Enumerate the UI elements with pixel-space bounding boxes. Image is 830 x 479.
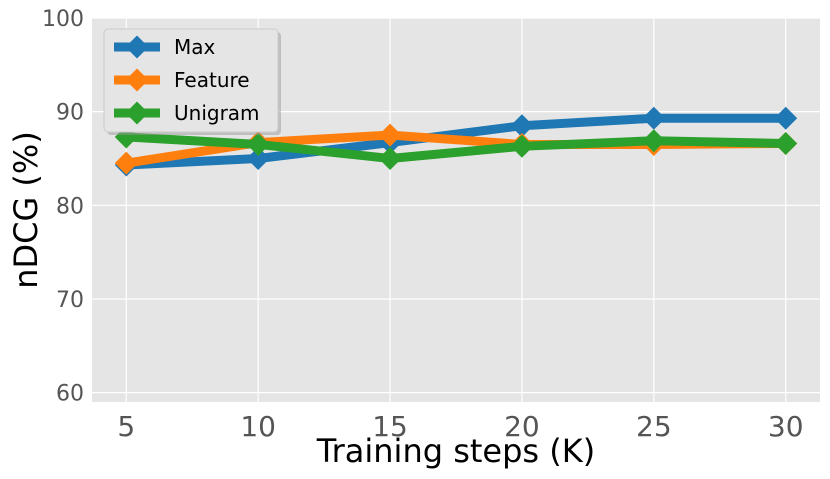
data-point-feature [114,151,138,175]
legend-label: Max [174,35,216,59]
data-point-max [246,146,270,170]
y-axis-title: nDCG (%) [7,131,45,289]
legend-marker [125,101,149,125]
y-tick-label: 70 [56,288,84,313]
data-point-unigram [114,125,138,149]
legend-label: Unigram [174,101,260,125]
x-tick-label: 20 [504,410,540,443]
series-line-max [126,113,786,170]
tick-labels: 5 10 15 20 25 30 60 70 80 90 100 [42,7,804,443]
series-max [114,106,798,177]
data-point-max [510,114,534,138]
legend-box [103,28,279,133]
data-point-feature [378,123,402,147]
data-point-unigram [774,132,798,156]
legend: Max Feature Unigram [103,28,281,135]
data-point-max [642,106,666,130]
x-tick-label: 15 [372,410,408,443]
legend-marker [125,35,149,59]
series-layer [114,106,798,177]
x-tick-label: 5 [117,410,135,443]
grid [92,17,820,402]
x-tick-label: 10 [240,410,276,443]
series-unigram [114,125,798,170]
y-tick-label: 80 [56,194,84,219]
data-point-unigram [510,134,534,158]
series-line-unigram [126,132,786,163]
data-point-unigram [378,146,402,170]
y-tick-label: 100 [42,7,84,32]
x-tick-label: 25 [636,410,672,443]
x-tick-label: 30 [768,410,804,443]
y-tick-label: 60 [56,382,84,407]
legend-label: Feature [174,68,250,92]
legend-marker [125,68,149,92]
data-point-unigram [642,129,666,153]
data-point-max [774,106,798,130]
y-tick-label: 90 [56,101,84,126]
data-point-unigram [246,132,270,156]
x-axis-title: Training steps (K) [316,432,595,470]
